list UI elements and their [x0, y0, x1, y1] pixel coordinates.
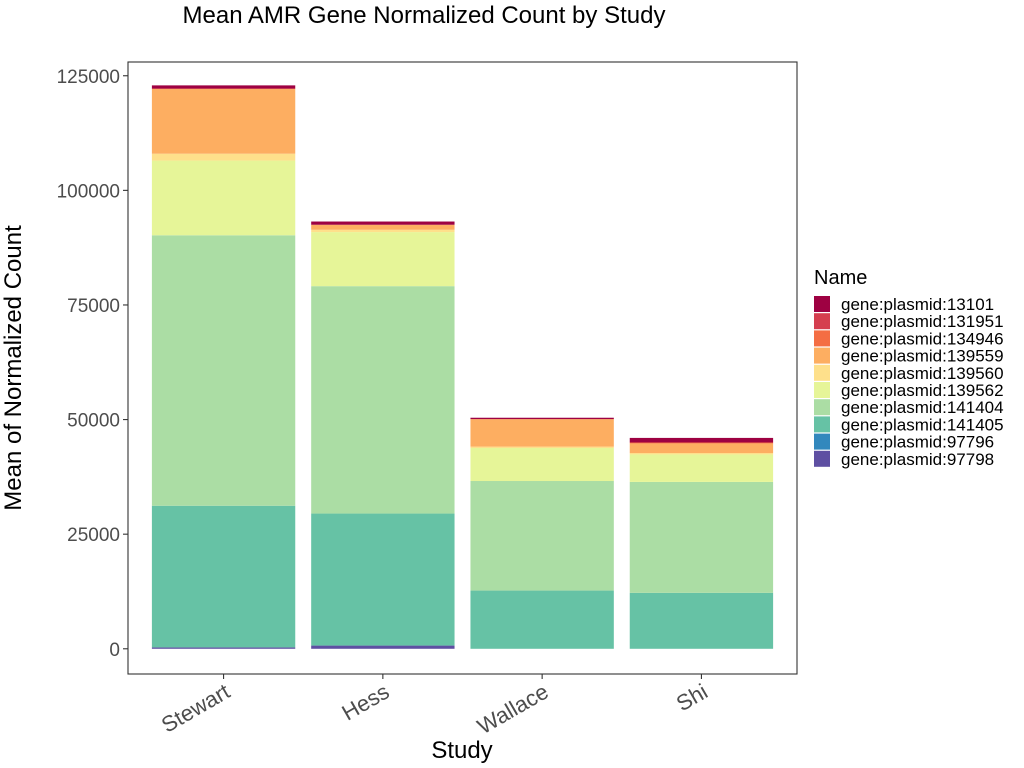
legend-swatch — [814, 364, 830, 381]
y-tick-label: 125000 — [57, 67, 120, 88]
legend-label: gene:plasmid:139559 — [841, 347, 1004, 366]
y-axis: 0 25000 50000 75000 100000 125000 — [57, 67, 128, 661]
bar-segment — [629, 592, 774, 649]
legend-label: gene:plasmid:141405 — [841, 415, 1004, 434]
bar-segment — [151, 647, 296, 649]
bar-segment — [470, 446, 614, 448]
legend: Name gene:plasmid:13101gene:plasmid:1319… — [814, 267, 1004, 469]
bar-segment — [151, 153, 296, 161]
legend-label: gene:plasmid:141404 — [841, 398, 1004, 417]
bar-segment — [311, 513, 455, 646]
bar-segment — [629, 454, 774, 482]
bar-segment — [151, 85, 296, 89]
bar-segment — [629, 481, 774, 593]
legend-swatch — [814, 399, 830, 416]
legend-swatch — [814, 296, 830, 312]
legend-label: gene:plasmid:131951 — [841, 312, 1004, 331]
legend-swatch — [814, 433, 830, 450]
x-tick-label: Hess — [337, 679, 393, 726]
bars-layer — [151, 85, 774, 649]
bar-segment — [151, 88, 296, 90]
legend-swatch — [814, 416, 830, 433]
legend-label: gene:plasmid:13101 — [841, 295, 994, 314]
legend-label: gene:plasmid:97796 — [841, 433, 994, 452]
bar-segment — [311, 645, 455, 649]
y-tick-label: 100000 — [57, 181, 120, 202]
legend-swatch — [814, 330, 830, 347]
y-tick-label: 50000 — [67, 411, 120, 432]
bar-segment — [470, 590, 614, 649]
y-tick-label: 25000 — [67, 525, 120, 546]
bar-segment — [311, 286, 455, 514]
y-tick-label: 75000 — [67, 296, 120, 317]
bar-segment — [470, 448, 614, 482]
bar-segment — [311, 232, 455, 287]
bar-segment — [311, 229, 455, 233]
legend-swatch — [814, 347, 830, 364]
x-tick-label: Wallace — [473, 679, 553, 739]
bar-segment — [311, 224, 455, 230]
legend-label: gene:plasmid:97798 — [841, 450, 994, 469]
legend-swatch — [814, 450, 830, 467]
bar-segment — [629, 453, 774, 455]
bar-segment — [151, 505, 296, 648]
plot-panel-border — [127, 61, 798, 675]
y-axis-title: Mean of Normalized Count — [0, 225, 27, 511]
y-tick-label: 0 — [109, 640, 120, 661]
bar-segment — [629, 437, 774, 443]
bar-segment — [470, 417, 614, 420]
bar-segment — [629, 442, 774, 444]
bar-segment — [470, 481, 614, 591]
legend-label: gene:plasmid:139562 — [841, 381, 1004, 400]
legend-swatch — [814, 313, 830, 330]
x-tick-label: Shi — [672, 679, 712, 717]
bar-segment — [311, 221, 455, 225]
legend-label: gene:plasmid:139560 — [841, 364, 1004, 383]
bar-segment — [151, 160, 296, 236]
x-axis: Stewart Hess Wallace Shi — [157, 674, 712, 739]
legend-title: Name — [814, 267, 867, 289]
x-axis-title: Study — [431, 737, 492, 764]
bar-segment — [151, 89, 296, 154]
legend-label: gene:plasmid:134946 — [841, 329, 1004, 348]
x-tick-label: Stewart — [157, 679, 234, 738]
chart-title: Mean AMR Gene Normalized Count by Study — [183, 2, 666, 29]
bar-segment — [629, 443, 774, 454]
legend-swatch — [814, 382, 830, 398]
bar-segment — [470, 419, 614, 447]
bar-segment — [151, 235, 296, 506]
